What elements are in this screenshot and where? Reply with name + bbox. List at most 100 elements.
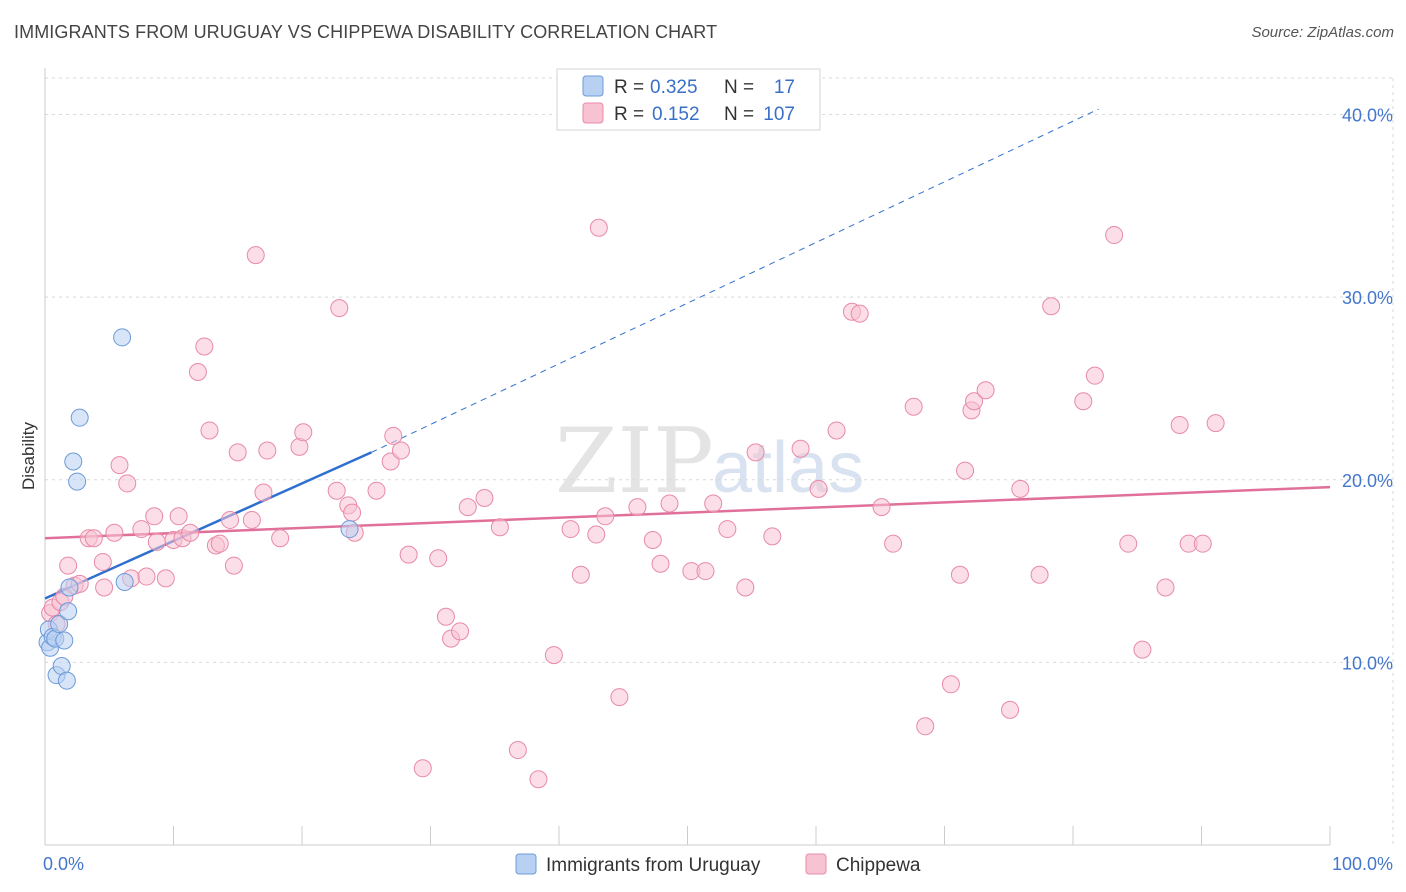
trend-line-uruguay-extension xyxy=(371,108,1099,453)
point-chippewa-12 xyxy=(105,523,124,542)
point-chippewa-45 xyxy=(367,481,386,500)
point-chippewa-96 xyxy=(1042,297,1061,316)
bottom-legend-label-uruguay: Immigrants from Uruguay xyxy=(546,855,761,876)
point-chippewa-100 xyxy=(1119,534,1138,553)
axes xyxy=(44,68,1331,846)
point-chippewa-25 xyxy=(188,363,207,382)
data-points xyxy=(38,218,1225,789)
point-chippewa-30 xyxy=(221,510,240,529)
point-chippewa-89 xyxy=(956,461,975,480)
point-uruguay-11 xyxy=(60,578,79,597)
point-chippewa-16 xyxy=(132,520,151,539)
point-chippewa-98 xyxy=(1085,366,1104,385)
point-chippewa-106 xyxy=(1206,414,1225,433)
point-chippewa-75 xyxy=(736,578,755,597)
trend-lines xyxy=(44,108,1331,600)
point-chippewa-13 xyxy=(110,456,129,475)
point-chippewa-27 xyxy=(200,421,219,440)
y-tick-label-3: 40.0% xyxy=(1342,106,1393,126)
point-chippewa-40 xyxy=(327,481,346,500)
point-chippewa-85 xyxy=(904,397,923,416)
point-chippewa-86 xyxy=(916,717,935,736)
point-chippewa-59 xyxy=(529,770,548,789)
point-chippewa-92 xyxy=(976,381,995,400)
point-uruguay-15 xyxy=(115,573,134,592)
point-chippewa-80 xyxy=(827,421,846,440)
point-chippewa-50 xyxy=(413,759,432,778)
point-chippewa-26 xyxy=(195,337,214,356)
trend-line-uruguay xyxy=(44,451,372,600)
point-chippewa-78 xyxy=(791,439,810,458)
point-uruguay-8 xyxy=(55,631,74,650)
point-chippewa-24 xyxy=(181,523,200,542)
point-uruguay-12 xyxy=(64,452,83,471)
legend-swatch-chippewa xyxy=(582,102,604,124)
point-chippewa-94 xyxy=(1011,479,1030,498)
trend-line-chippewa xyxy=(44,485,1331,540)
point-chippewa-64 xyxy=(589,218,608,237)
point-chippewa-66 xyxy=(610,688,629,707)
point-chippewa-31 xyxy=(224,556,243,575)
watermark-atlas: atlas xyxy=(712,428,864,508)
legend-n-label-2: N = xyxy=(724,104,754,125)
point-chippewa-29 xyxy=(210,534,229,553)
point-chippewa-74 xyxy=(718,520,737,539)
point-uruguay-9 xyxy=(57,671,76,690)
point-chippewa-17 xyxy=(137,567,156,586)
legend-r-label-2: R = xyxy=(614,104,644,125)
point-chippewa-34 xyxy=(246,246,265,265)
point-chippewa-9 xyxy=(84,529,103,548)
point-chippewa-49 xyxy=(399,545,418,564)
point-chippewa-73 xyxy=(704,494,723,513)
source-label: Source: ZipAtlas.com xyxy=(1251,24,1394,41)
legend-n-value-1: 17 xyxy=(774,77,795,98)
point-chippewa-105 xyxy=(1193,534,1212,553)
point-chippewa-10 xyxy=(93,552,112,571)
point-chippewa-56 xyxy=(475,489,494,508)
point-chippewa-55 xyxy=(458,498,477,517)
point-chippewa-60 xyxy=(544,646,563,665)
point-chippewa-51 xyxy=(429,549,448,568)
point-chippewa-19 xyxy=(147,532,166,551)
point-chippewa-35 xyxy=(254,483,273,502)
legend-swatch-uruguay xyxy=(582,75,604,97)
tick-labels: 10.0% 20.0% 30.0% 40.0% 0.0% 100.0% xyxy=(43,106,1393,874)
y-tick-label-0: 10.0% xyxy=(1342,653,1393,673)
legend-n-label-1: N = xyxy=(724,77,754,98)
chart-title: IMMIGRANTS FROM URUGUAY VS CHIPPEWA DISA… xyxy=(14,22,718,42)
y-tick-label-1: 20.0% xyxy=(1342,471,1393,491)
point-chippewa-84 xyxy=(884,534,903,553)
point-chippewa-67 xyxy=(628,498,647,517)
point-chippewa-95 xyxy=(1030,565,1049,584)
point-chippewa-57 xyxy=(490,518,509,537)
point-chippewa-68 xyxy=(643,531,662,550)
point-chippewa-54 xyxy=(451,622,470,641)
bottom-legend-swatch-chippewa xyxy=(805,853,827,875)
x-tick-label-end: 100.0% xyxy=(1332,854,1393,874)
point-chippewa-48 xyxy=(391,441,410,460)
point-chippewa-14 xyxy=(118,474,137,493)
point-chippewa-70 xyxy=(660,494,679,513)
legend-n-value-2: 107 xyxy=(763,104,795,125)
point-chippewa-82 xyxy=(850,304,869,323)
point-chippewa-39 xyxy=(294,423,313,442)
point-chippewa-20 xyxy=(156,569,175,588)
point-chippewa-33 xyxy=(242,510,261,529)
point-chippewa-79 xyxy=(809,479,828,498)
point-chippewa-46 xyxy=(381,452,400,471)
legend-r-label-1: R = xyxy=(614,77,644,98)
point-chippewa-69 xyxy=(651,554,670,573)
point-uruguay-16 xyxy=(113,328,132,347)
point-chippewa-22 xyxy=(169,507,188,526)
point-uruguay-6 xyxy=(50,615,69,634)
point-chippewa-37 xyxy=(271,529,290,548)
point-chippewa-5 xyxy=(59,556,78,575)
point-chippewa-72 xyxy=(696,562,715,581)
point-chippewa-101 xyxy=(1133,640,1152,659)
x-tick-label-start: 0.0% xyxy=(43,854,84,874)
point-chippewa-87 xyxy=(941,675,960,694)
point-chippewa-43 xyxy=(343,503,362,522)
point-chippewa-41 xyxy=(330,299,349,318)
point-chippewa-52 xyxy=(436,607,455,626)
